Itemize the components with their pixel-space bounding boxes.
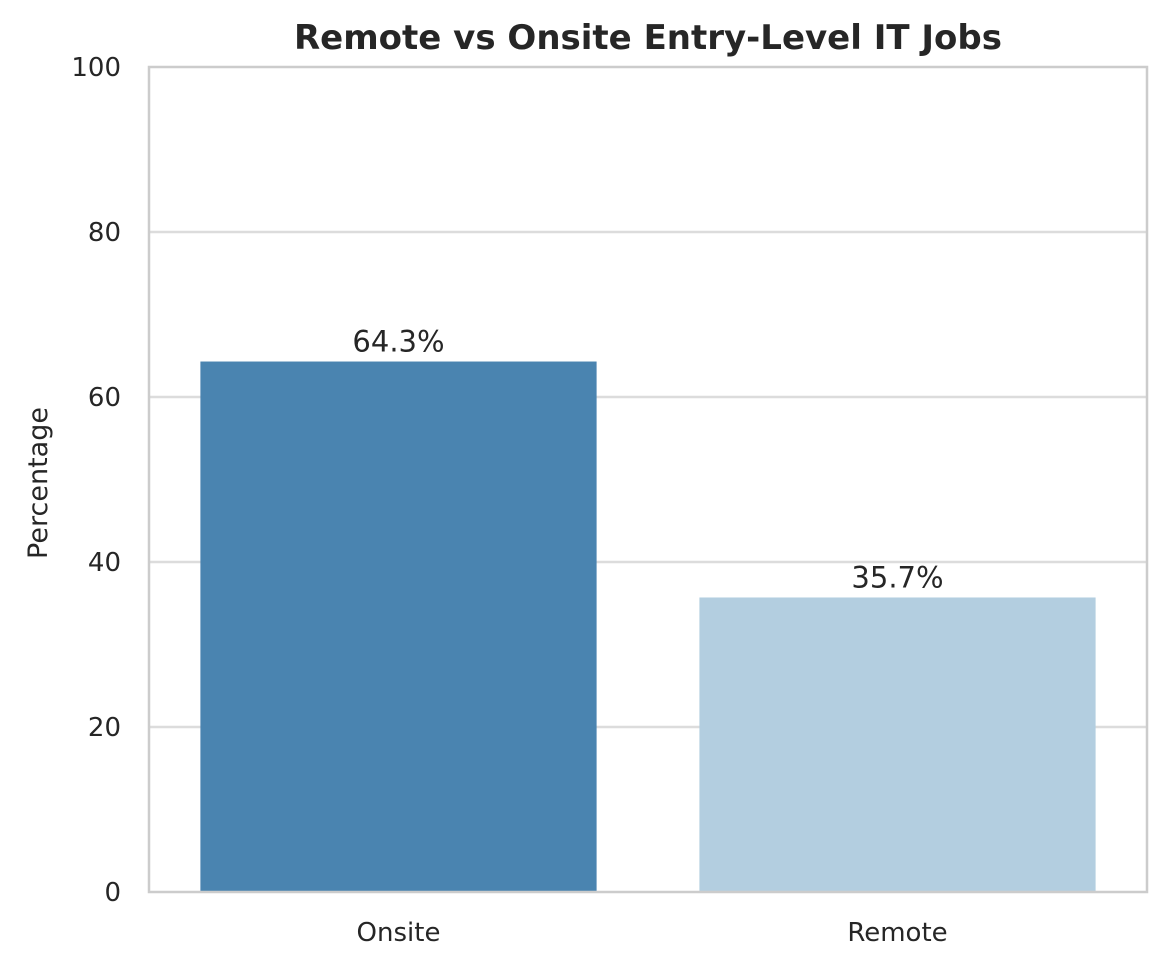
bars bbox=[200, 361, 1096, 892]
data-labels: 64.3% 35.7% bbox=[352, 325, 943, 595]
y-tick-label: 80 bbox=[88, 218, 121, 248]
x-tick-label-onsite: Onsite bbox=[357, 918, 441, 948]
y-axis-label: Percentage bbox=[23, 407, 54, 559]
bar-onsite bbox=[200, 361, 597, 892]
chart-title: Remote vs Onsite Entry-Level IT Jobs bbox=[294, 18, 1002, 58]
data-label-onsite: 64.3% bbox=[352, 325, 444, 359]
y-tick-label: 60 bbox=[88, 383, 121, 413]
data-label-remote: 35.7% bbox=[851, 560, 943, 594]
plot-frame bbox=[147, 65, 1149, 894]
y-tick-label: 100 bbox=[71, 53, 121, 83]
x-tick-label-remote: Remote bbox=[847, 918, 947, 948]
x-tick-labels: Onsite Remote bbox=[357, 918, 948, 948]
y-tick-label: 0 bbox=[104, 878, 121, 908]
bar-remote bbox=[699, 597, 1096, 892]
y-tick-labels: 0 20 40 60 80 100 bbox=[71, 53, 121, 908]
y-tick-label: 20 bbox=[88, 713, 121, 743]
y-tick-label: 40 bbox=[88, 548, 121, 578]
